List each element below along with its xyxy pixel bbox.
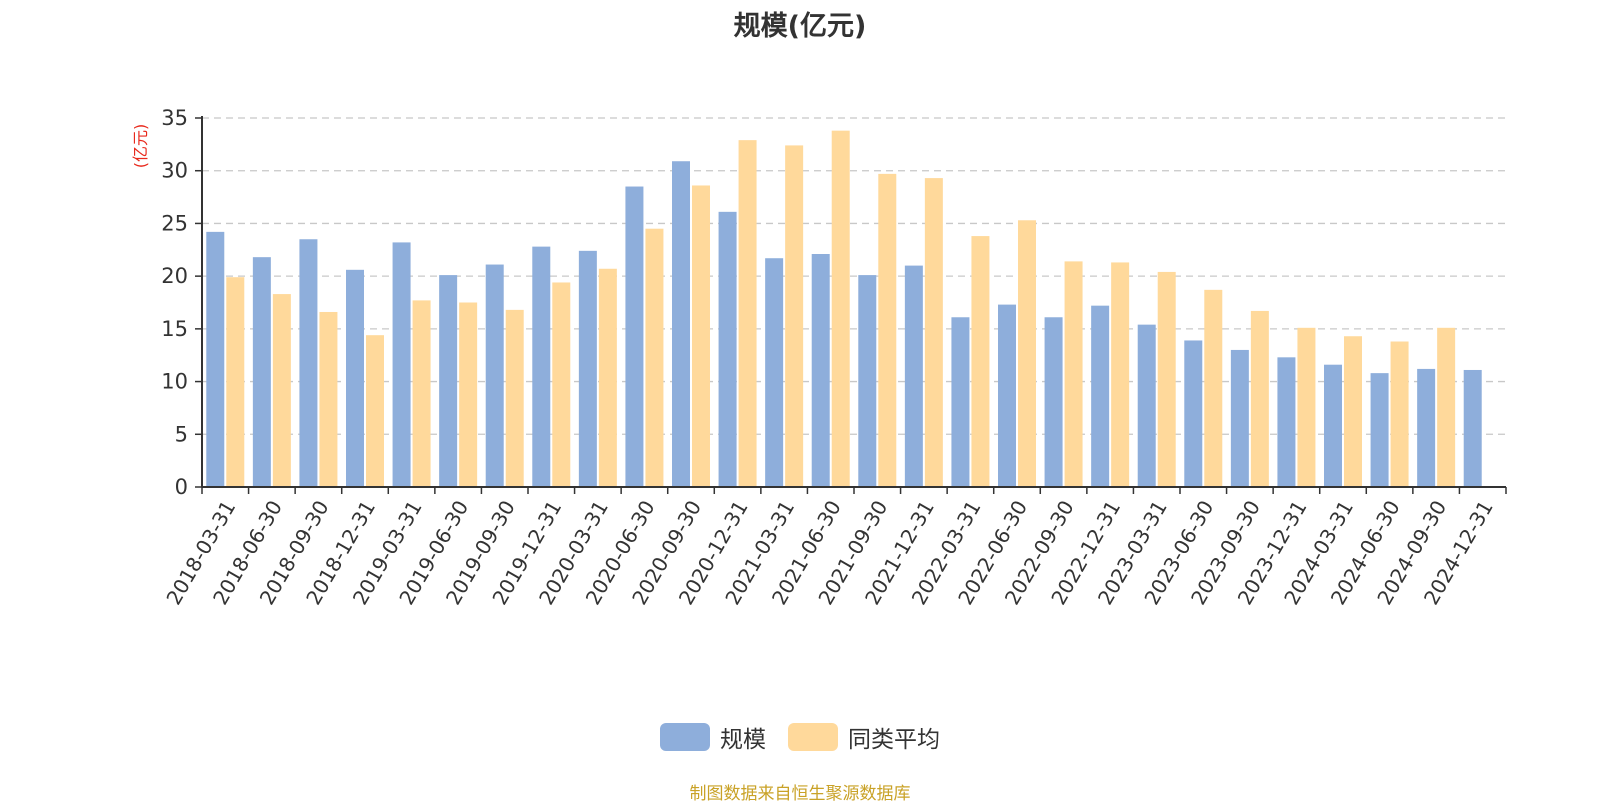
bar-scale[interactable] [485,264,504,487]
bar-peer-average[interactable] [412,300,431,487]
bar-scale[interactable] [299,239,318,487]
y-tick-label: 35 [161,106,188,130]
legend-item-peer-average[interactable]: 同类平均 [788,720,940,754]
bar-scale[interactable] [672,161,690,487]
legend-label-peer-average: 同类平均 [848,727,940,753]
bar-scale[interactable] [625,186,644,487]
bar-scale[interactable] [904,265,923,487]
bar-scale[interactable] [858,275,877,487]
bar-scale[interactable] [951,317,970,487]
y-axis-label: (亿元) [131,124,150,169]
bar-peer-average[interactable] [1204,289,1223,487]
bar-scale[interactable] [439,275,458,487]
bar-peer-average[interactable] [971,236,990,487]
bar-peer-average[interactable] [1157,271,1176,487]
bar-peer-average[interactable] [924,178,943,487]
bar-scale[interactable] [346,269,364,487]
bar-scale[interactable] [1324,364,1342,487]
bar-peer-average[interactable] [1344,336,1362,487]
bar-peer-average[interactable] [1064,261,1083,487]
bar-peer-average[interactable] [1437,327,1456,487]
chart-title: 规模(亿元) [733,11,867,42]
bar-scale[interactable] [1277,357,1296,487]
bar-peer-average[interactable] [505,309,524,487]
bar-scale[interactable] [811,254,830,487]
source-note: 制图数据来自恒生聚源数据库 [689,784,911,804]
bar-scale[interactable] [252,257,271,487]
bar-scale[interactable] [1370,373,1389,487]
bar-scale[interactable] [206,231,225,487]
bar-scale[interactable] [1417,368,1436,487]
legend-swatch-scale [660,723,710,751]
legend-swatch-peer-average [788,723,838,751]
bar-peer-average[interactable] [692,185,710,487]
legend: 规模 同类平均 [0,720,1600,754]
legend-item-scale[interactable]: 规模 [660,720,766,754]
legend-label-scale: 规模 [720,727,766,753]
bar-peer-average[interactable] [366,335,384,487]
bar-peer-average[interactable] [1297,327,1316,487]
bar-scale[interactable] [718,211,737,487]
bar-scale[interactable] [765,258,784,487]
bars [206,130,1482,488]
bar-scale[interactable] [1044,317,1063,487]
bar-peer-average[interactable] [878,173,897,487]
bar-scale[interactable] [392,242,411,487]
bar-scale[interactable] [532,246,551,487]
bar-scale[interactable] [1137,324,1156,487]
bar-peer-average[interactable] [1250,310,1269,487]
bar-peer-average[interactable] [319,311,338,487]
y-tick-label: 20 [161,264,188,288]
bar-peer-average[interactable] [598,268,617,487]
bar-peer-average[interactable] [1018,220,1036,487]
bar-scale[interactable] [1463,369,1482,487]
bar-scale[interactable] [1230,349,1249,487]
y-tick-label: 25 [161,211,188,235]
bar-peer-average[interactable] [552,282,571,487]
y-tick-label: 0 [175,475,188,499]
bar-peer-average[interactable] [785,145,804,487]
bar-scale[interactable] [578,250,597,487]
bar-peer-average[interactable] [738,140,757,487]
bar-scale[interactable] [1091,305,1110,487]
bar-peer-average[interactable] [272,294,291,487]
y-tick-label: 5 [175,422,188,446]
bar-scale[interactable] [1184,340,1203,487]
bar-scale[interactable] [998,304,1016,487]
bar-peer-average[interactable] [226,277,245,487]
bar-peer-average[interactable] [645,228,664,487]
bar-peer-average[interactable] [1390,341,1409,487]
bar-peer-average[interactable] [831,130,850,487]
bar-peer-average[interactable] [1111,262,1130,487]
y-tick-label: 15 [161,317,188,341]
y-tick-label: 10 [161,370,188,394]
bar-peer-average[interactable] [459,302,478,488]
y-tick-label: 30 [161,159,188,183]
